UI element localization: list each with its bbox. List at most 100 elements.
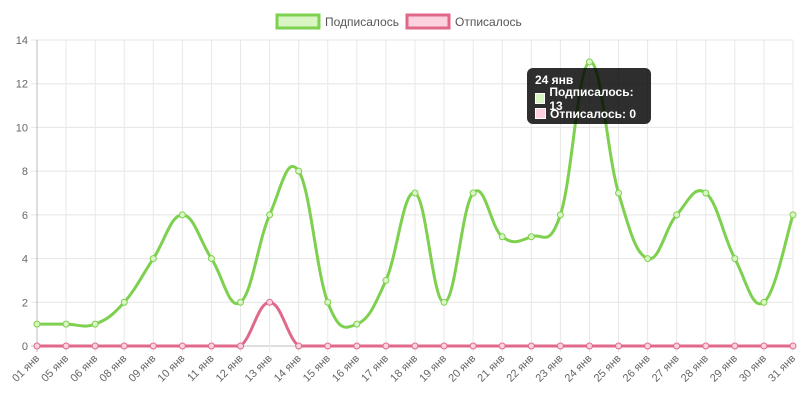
y-tick-label: 0 xyxy=(22,341,28,353)
data-point xyxy=(91,342,99,350)
x-tick-label: 17 янв xyxy=(359,353,391,385)
data-point xyxy=(237,342,245,350)
data-point xyxy=(207,342,215,350)
data-point xyxy=(556,342,564,350)
data-point xyxy=(207,255,215,263)
y-tick-label: 8 xyxy=(22,166,28,178)
data-point xyxy=(673,211,681,219)
y-tick-label: 10 xyxy=(16,122,28,134)
data-point xyxy=(731,255,739,263)
series-lines xyxy=(33,58,797,350)
x-tick-label: 19 янв xyxy=(417,353,449,385)
data-point xyxy=(178,211,186,219)
x-tick-label: 11 янв xyxy=(185,353,216,384)
data-point xyxy=(266,298,274,306)
data-point xyxy=(149,255,157,263)
data-point xyxy=(353,342,361,350)
legend-item-0[interactable]: Подписалось xyxy=(275,13,399,30)
grid xyxy=(31,39,794,352)
x-tick-label: 21 янв xyxy=(475,353,507,385)
data-point xyxy=(295,167,303,175)
data-point xyxy=(324,298,332,306)
x-tick-label: 16 янв xyxy=(330,353,362,385)
legend[interactable]: Подписалось Отписалось xyxy=(275,13,522,30)
x-tick-label: 29 янв xyxy=(708,353,740,385)
data-point xyxy=(498,342,506,350)
data-point xyxy=(62,320,70,328)
x-tick-label: 18 янв xyxy=(388,353,420,385)
data-point xyxy=(498,233,506,241)
data-point xyxy=(62,342,70,350)
data-point xyxy=(469,342,477,350)
tooltip-swatch-unsubscribed xyxy=(535,108,546,119)
data-point xyxy=(440,298,448,306)
x-tick-label: 08 янв xyxy=(97,353,129,385)
tooltip-title: 24 янв xyxy=(535,73,574,87)
data-point xyxy=(556,211,564,219)
x-tick-label: 23 янв xyxy=(534,353,566,385)
tooltip-label-subscribed: Подписалось: 13 xyxy=(549,84,634,113)
tooltip-label-unsubscribed: Отписалось: 0 xyxy=(550,106,637,121)
data-point xyxy=(120,342,128,350)
data-point xyxy=(644,342,652,350)
data-point xyxy=(382,276,390,284)
data-point xyxy=(789,211,797,219)
x-tick-label: 14 янв xyxy=(272,353,304,385)
x-tick-label: 28 янв xyxy=(679,353,711,385)
x-tick-label: 24 янв xyxy=(563,353,595,385)
data-point xyxy=(33,342,41,350)
data-point xyxy=(702,189,710,197)
y-tick-label: 14 xyxy=(16,35,28,47)
data-point xyxy=(120,298,128,306)
x-tick-label: 15 янв xyxy=(301,353,333,385)
legend-swatch xyxy=(275,13,321,30)
data-point xyxy=(411,189,419,197)
y-tick-label: 4 xyxy=(22,254,28,266)
data-point xyxy=(91,320,99,328)
x-tick-label: 01 янв xyxy=(10,353,42,385)
x-tick-label: 20 янв xyxy=(446,353,478,385)
data-point xyxy=(789,342,797,350)
data-point xyxy=(760,298,768,306)
data-point xyxy=(585,342,593,350)
legend-label: Отписалось xyxy=(455,15,522,29)
data-point xyxy=(760,342,768,350)
data-point xyxy=(527,233,535,241)
data-point xyxy=(615,189,623,197)
data-point xyxy=(731,342,739,350)
data-point xyxy=(295,342,303,350)
data-point xyxy=(324,342,332,350)
tooltip: 24 янв Подписалось: 13 Отписалось: 0 xyxy=(527,68,651,124)
data-point xyxy=(527,342,535,350)
y-tick-label: 6 xyxy=(22,210,28,222)
x-tick-label: 06 янв xyxy=(68,353,100,385)
data-point xyxy=(469,189,477,197)
data-point xyxy=(615,342,623,350)
data-point xyxy=(178,342,186,350)
tooltip-row-subscribed: Подписалось: 13 xyxy=(535,85,643,113)
tooltip-swatch-subscribed xyxy=(535,93,546,104)
tooltip-row-unsubscribed: Отписалось: 0 xyxy=(535,106,643,121)
legend-swatch xyxy=(405,13,451,30)
x-tick-label: 09 янв xyxy=(126,353,158,385)
x-tick-label: 25 янв xyxy=(592,353,624,385)
x-tick-label: 26 янв xyxy=(621,353,653,385)
data-point xyxy=(644,255,652,263)
data-point xyxy=(673,342,681,350)
legend-item-1[interactable]: Отписалось xyxy=(405,13,522,30)
data-point xyxy=(702,342,710,350)
x-tick-label: 22 янв xyxy=(504,353,536,385)
x-tick-label: 13 янв xyxy=(243,353,275,385)
data-point xyxy=(585,58,593,66)
y-tick-label: 12 xyxy=(16,79,28,91)
x-tick-label: 30 янв xyxy=(737,353,769,385)
data-point xyxy=(266,211,274,219)
data-point xyxy=(411,342,419,350)
x-tick-label: 31 янв xyxy=(766,353,798,385)
data-point xyxy=(237,298,245,306)
data-point xyxy=(353,320,361,328)
data-point xyxy=(382,342,390,350)
x-tick-label: 05 янв xyxy=(39,353,71,385)
x-tick-label: 12 янв xyxy=(214,353,246,385)
